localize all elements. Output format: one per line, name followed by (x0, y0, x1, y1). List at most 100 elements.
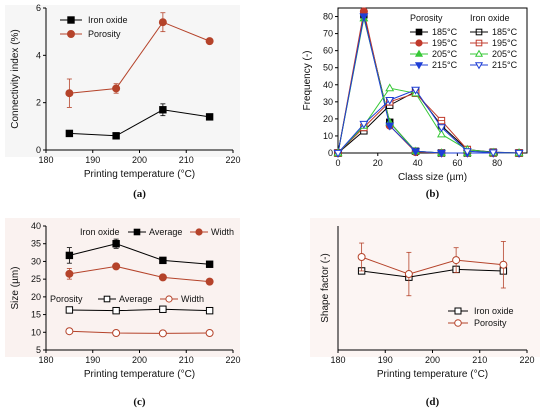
legend-group-title: Porosity (50, 294, 83, 304)
panel-b-data-point (436, 129, 446, 138)
panel-c-series-line (69, 308, 210, 312)
panel-b-y-tick-label: 10 (323, 131, 333, 141)
panel-a-series (65, 103, 214, 140)
panel-d-data-point (357, 253, 366, 261)
panel-b-data-point (385, 83, 395, 92)
legend-label: 205°C (432, 49, 458, 59)
panel-d-label: (d) (426, 396, 440, 408)
legend-marker (414, 49, 424, 57)
panel-b-legend: Porosity Iron oxide185°C195°C205°C215°C18… (408, 12, 526, 74)
legend-label: 215°C (432, 60, 458, 70)
panel-a-y-tick-label: 0 (36, 145, 41, 155)
panel-a-x-tick-label: 190 (85, 155, 100, 165)
legend-group-title: Iron oxide (80, 227, 120, 237)
panel-c-data-point (65, 269, 74, 278)
panel-a-y-tick-label: 6 (36, 3, 41, 13)
panel-c-series-line (69, 243, 210, 265)
panel-c-data-point (205, 306, 214, 315)
legend-label: Width (181, 294, 204, 304)
panel-c-data-point (112, 306, 120, 315)
panel-b-series (333, 86, 524, 158)
panel-c-data-point (205, 328, 214, 337)
panel-c-data-point (159, 256, 167, 265)
legend-header-porosity: Porosity (410, 13, 443, 23)
panel-a-data-point (159, 106, 167, 114)
legend-label: 205°C (492, 49, 518, 59)
panel-b-data-point (411, 86, 421, 95)
panel-b-data-point (359, 120, 369, 129)
panel-b-data-point (436, 149, 446, 158)
panel-c-x-tick-label: 180 (38, 355, 53, 365)
panel-b-data-point (462, 148, 472, 157)
legend-label: 195°C (492, 38, 518, 48)
panel-c-y-tick-label: 35 (31, 239, 41, 249)
panel-b-data-point (436, 124, 446, 133)
legend-marker (103, 295, 111, 303)
legend-label: Porosity (474, 318, 507, 328)
panel-d-data-point (452, 256, 461, 265)
panel-c-data-point (65, 306, 74, 314)
panel-c-y-tick-label: 10 (31, 327, 41, 337)
legend-label: 185°C (432, 27, 458, 37)
panel-b-series (333, 83, 524, 157)
panel-c-data-point (65, 251, 74, 260)
legend-marker (67, 16, 75, 24)
panel-a-data-point (158, 18, 167, 27)
panel-c-y-tick-label: 20 (31, 292, 41, 302)
panel-d-x-tick-label: 180 (330, 355, 345, 365)
panel-b-x-tick-label: 60 (452, 158, 462, 168)
panel-a-data-point (112, 84, 121, 93)
panel-b-x-tick-label: 0 (335, 158, 340, 168)
legend-label: Iron oxide (474, 306, 514, 316)
panel-a-y-tick-label: 2 (36, 98, 41, 108)
panel-d-x-tick-label: 210 (472, 355, 487, 365)
panel-d-series-line (361, 268, 504, 278)
panel-a-data-point (205, 113, 214, 121)
panel-c-series-line (69, 330, 210, 334)
panel-b-y-tick-label: 30 (323, 97, 333, 107)
panel-a-series (65, 12, 214, 108)
legend-label: 185°C (492, 27, 518, 37)
panel-c-data-point (158, 273, 167, 282)
panel-b-y-tick-label: 60 (323, 46, 333, 56)
panel-c-legend: Iron oxide Average Width Porosity Average Wid… (50, 227, 234, 304)
legend-label: Porosity (88, 29, 121, 39)
panel-d-data-point (499, 260, 508, 269)
panel-b-data-point (514, 149, 524, 158)
panel-b-x-tick-label: 20 (373, 158, 383, 168)
panel-b-x-axis-title: Class size (µm) (398, 172, 467, 183)
legend-marker (454, 307, 462, 315)
panel-c-data-point (65, 327, 74, 336)
panel-a-data-point (65, 129, 74, 138)
panel-a-x-tick-label: 200 (132, 155, 147, 165)
panel-b-class-size-frequency-chart: 0 20 40 60 80 0 10 20 30 40 50 60 70 80 Class size (µm… (302, 7, 528, 200)
panel-d-data-point (404, 270, 413, 279)
panel-c-data-point (112, 328, 121, 337)
panel-c-series (65, 305, 214, 315)
panel-a-data-point (65, 89, 74, 98)
panel-c-series (65, 327, 214, 338)
panel-a-y-axis-title: Connectivity index (%) (10, 29, 21, 128)
panel-d-series-line (361, 256, 504, 275)
panel-d-background (310, 218, 540, 357)
panel-c-data-point (205, 260, 214, 268)
panel-a-x-tick-label: 220 (225, 155, 240, 165)
legend-label: Average (119, 294, 152, 304)
panel-b-y-tick-label: 20 (323, 114, 333, 124)
panel-d-x-tick-label: 200 (425, 355, 440, 365)
panel-c-x-tick-label: 220 (225, 355, 240, 365)
panel-c-data-point (159, 305, 167, 313)
panel-a-series-line (69, 21, 210, 94)
panel-b-series-line (337, 89, 520, 154)
panel-c-x-axis-title: Printing temperature (°C) (84, 369, 195, 380)
panel-c-background (5, 218, 240, 357)
panel-c-y-tick-label: 40 (31, 221, 41, 231)
panel-b-y-tick-label: 70 (323, 29, 333, 39)
legend-marker (67, 30, 75, 38)
panel-a-x-axis-title: Printing temperature (°C) (84, 169, 195, 180)
panel-b-y-axis-title: Frequency (-) (302, 50, 313, 110)
panel-d-x-axis-title: Printing temperature (°C) (377, 369, 488, 380)
panel-b-series-line (337, 87, 520, 154)
legend-marker (414, 62, 424, 70)
